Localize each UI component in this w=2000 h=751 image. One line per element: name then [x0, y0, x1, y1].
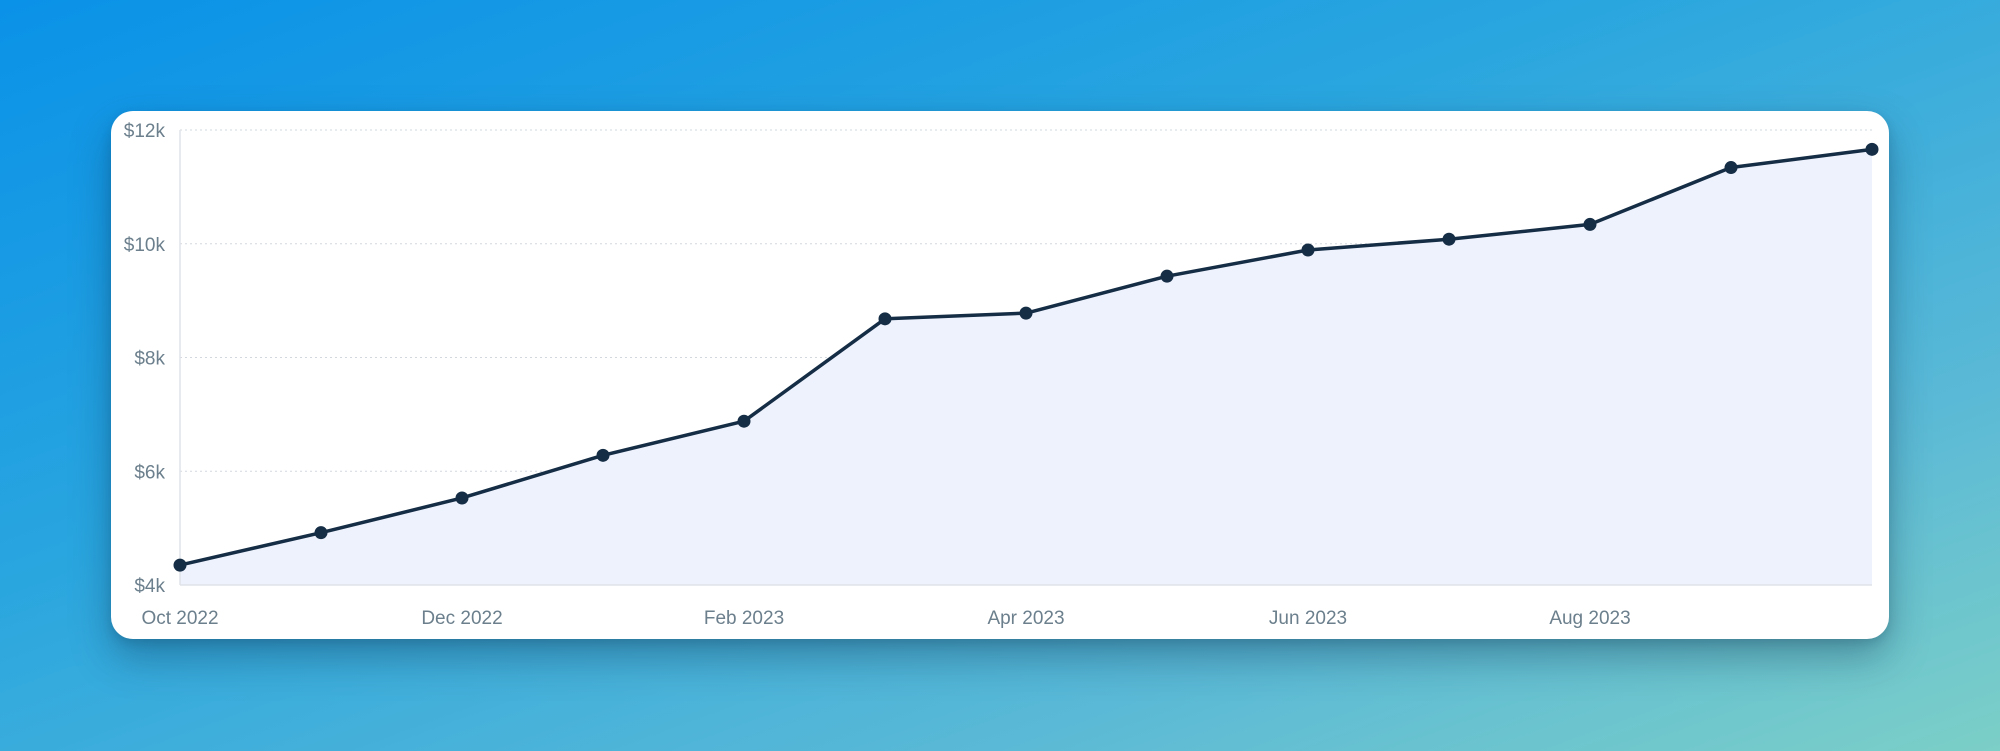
y-tick-label: $4k — [134, 576, 165, 597]
y-tick-label: $12k — [124, 121, 166, 142]
chart-card: $4k $6k $8k $10k $12k Oct 2022 Dec 2022 Feb 20… — [111, 111, 1889, 639]
y-tick-label: $8k — [134, 349, 165, 370]
x-tick-label: Feb 2023 — [704, 608, 784, 629]
x-tick-label: Oct 2022 — [141, 608, 218, 629]
x-tick-label: Apr 2023 — [987, 608, 1064, 629]
x-tick-labels: Oct 2022 Dec 2022 Feb 2023 Apr 2023 Jun 2023… — [141, 608, 1630, 629]
y-tick-label: $10k — [124, 235, 166, 256]
data-point — [737, 414, 751, 428]
data-point — [1865, 142, 1879, 156]
y-tick-labels: $4k $6k $8k $10k $12k — [124, 121, 166, 597]
area-fill — [180, 149, 1872, 585]
data-point — [314, 526, 328, 540]
data-point — [878, 312, 892, 326]
x-tick-label: Aug 2023 — [1549, 608, 1630, 629]
y-tick-label: $6k — [134, 462, 165, 483]
data-points — [173, 142, 1879, 572]
data-point — [596, 448, 610, 462]
data-point — [1160, 269, 1174, 283]
data-point — [1442, 232, 1456, 246]
x-tick-label: Dec 2022 — [421, 608, 502, 629]
data-point — [1724, 161, 1738, 175]
data-point — [173, 558, 187, 572]
x-tick-label: Jun 2023 — [1269, 608, 1347, 629]
line-area-chart: $4k $6k $8k $10k $12k Oct 2022 Dec 2022 Feb 20… — [124, 121, 1879, 629]
data-point — [1301, 243, 1315, 257]
data-point — [1019, 306, 1033, 320]
data-point — [1583, 217, 1597, 231]
data-point — [455, 491, 469, 505]
